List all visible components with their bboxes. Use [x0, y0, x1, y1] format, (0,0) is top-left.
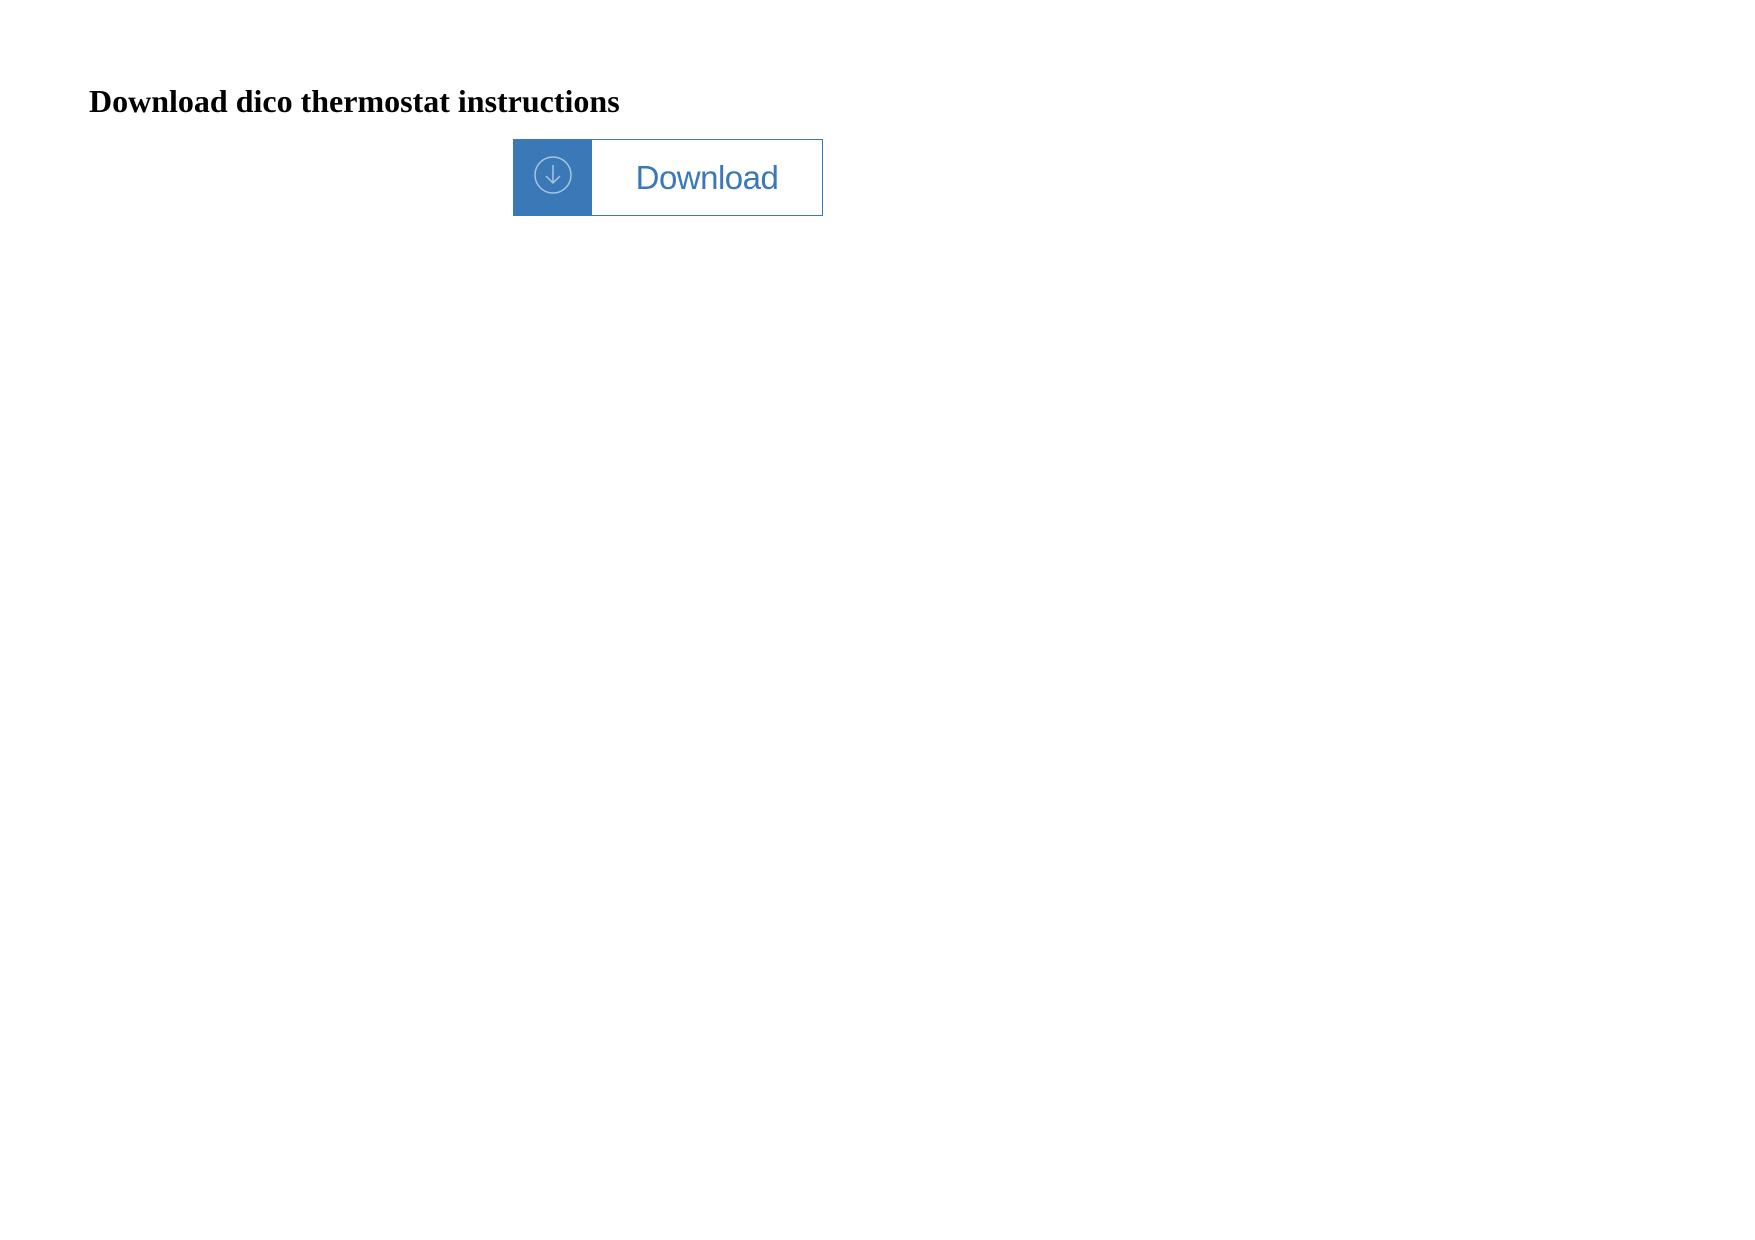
download-button-label: Download — [636, 159, 779, 197]
download-button[interactable]: Download — [513, 139, 823, 216]
download-button-icon-box — [514, 140, 592, 215]
download-icon — [533, 155, 573, 200]
page-title: Download dico thermostat instructions — [89, 83, 620, 120]
download-button-label-box: Download — [592, 140, 822, 215]
